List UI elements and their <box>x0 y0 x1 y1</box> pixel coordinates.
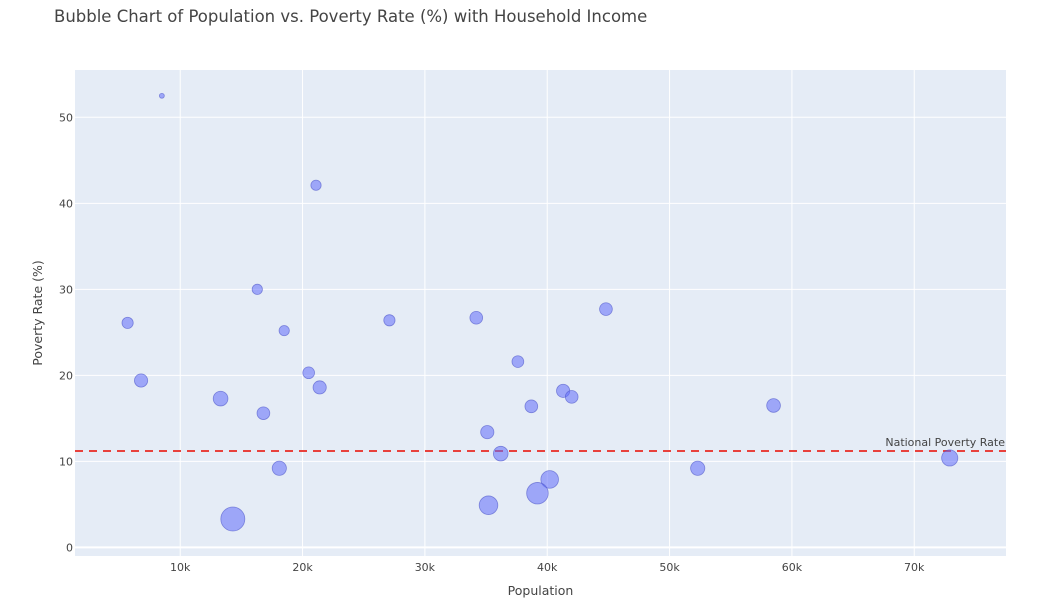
bubble-point[interactable] <box>540 470 559 489</box>
bubble-point[interactable] <box>134 373 149 388</box>
bubble-point[interactable] <box>526 482 549 505</box>
y-tick-label: 50 <box>59 111 73 124</box>
bubble-point[interactable] <box>310 179 322 191</box>
bubble-point[interactable] <box>492 445 509 462</box>
bubble-point[interactable] <box>271 460 287 476</box>
bubble-series[interactable] <box>121 92 959 532</box>
bubble-point[interactable] <box>256 406 271 420</box>
bubble-point[interactable] <box>511 355 525 368</box>
reference-line-label: National Poverty Rate <box>885 436 1005 449</box>
bubble-point[interactable] <box>599 302 613 316</box>
bubble-point[interactable] <box>278 325 290 337</box>
plot-area <box>75 70 1006 556</box>
y-tick-label: 40 <box>59 197 73 210</box>
y-tick-label: 0 <box>66 541 73 554</box>
bubble-point[interactable] <box>941 449 959 467</box>
bubble-point[interactable] <box>121 316 134 329</box>
bubble-point[interactable] <box>690 460 706 476</box>
y-tick-label: 10 <box>59 455 73 468</box>
x-tick-label: 30k <box>415 561 436 574</box>
bubble-point[interactable] <box>564 390 579 404</box>
chart-title: Bubble Chart of Population vs. Poverty R… <box>54 7 648 26</box>
bubble-point[interactable] <box>312 380 327 395</box>
axis-ticks: 10k 20k 30k 40k 50k 60k 70k 0 10 20 30 40 50 <box>59 111 925 574</box>
y-tick-label: 30 <box>59 283 73 296</box>
x-axis-title: Population <box>508 583 574 598</box>
x-tick-label: 50k <box>659 561 680 574</box>
gridlines <box>75 70 1006 556</box>
reference-line-group: National Poverty Rate <box>75 436 1006 453</box>
bubble-point[interactable] <box>220 506 246 532</box>
x-tick-label: 10k <box>170 561 191 574</box>
bubble-point[interactable] <box>469 310 484 325</box>
bubble-point[interactable] <box>766 398 781 413</box>
bubble-point[interactable] <box>524 399 539 414</box>
bubble-point[interactable] <box>251 283 263 295</box>
x-tick-label: 20k <box>292 561 313 574</box>
x-tick-label: 60k <box>782 561 803 574</box>
bubble-point[interactable] <box>478 495 499 515</box>
x-tick-label: 40k <box>537 561 558 574</box>
bubble-point[interactable] <box>212 390 229 407</box>
y-tick-label: 20 <box>59 369 73 382</box>
bubble-point[interactable] <box>383 314 396 327</box>
bubble-point[interactable] <box>159 92 165 99</box>
x-tick-label: 70k <box>904 561 925 574</box>
y-axis-title: Poverty Rate (%) <box>30 260 45 366</box>
bubble-point[interactable] <box>480 425 495 440</box>
bubble-point[interactable] <box>302 366 315 380</box>
